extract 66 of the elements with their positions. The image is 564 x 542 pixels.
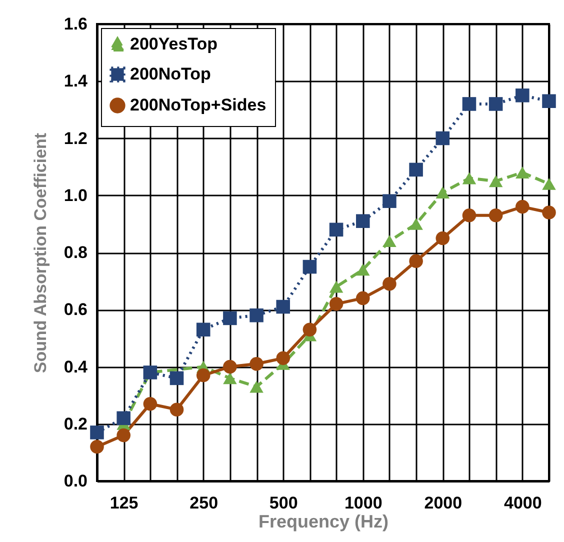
point	[488, 208, 503, 222]
point	[329, 280, 344, 293]
y-axis-title: Sound Absorption Coefficient	[30, 132, 50, 374]
point	[516, 166, 530, 178]
x-axis-title: Frequency (Hz)	[258, 512, 389, 532]
point	[250, 308, 264, 322]
point	[170, 402, 184, 416]
point	[382, 277, 396, 291]
point	[223, 372, 237, 384]
point	[276, 351, 290, 366]
point	[382, 194, 396, 208]
point	[329, 297, 344, 311]
point	[250, 380, 264, 393]
point	[356, 214, 370, 228]
y-tick-label: 1.4	[64, 72, 88, 91]
point	[356, 291, 370, 306]
point	[382, 235, 396, 248]
point	[329, 222, 344, 237]
point	[116, 411, 130, 426]
legend-label: 200YesTop	[130, 34, 218, 54]
point	[223, 311, 237, 326]
point	[542, 94, 556, 108]
point	[116, 428, 130, 442]
point	[409, 218, 423, 230]
point	[170, 371, 184, 386]
y-tick-label: 0.6	[64, 300, 88, 320]
point	[436, 231, 450, 246]
y-tick-label: 1.2	[64, 128, 88, 148]
point	[488, 175, 503, 188]
x-tick-label: 4000	[504, 494, 542, 512]
point	[542, 206, 556, 220]
point	[516, 88, 530, 102]
point	[356, 264, 370, 276]
point	[462, 208, 476, 222]
point	[462, 172, 476, 184]
point	[488, 97, 503, 111]
y-tick-label: 0.2	[64, 414, 88, 434]
x-tick-label: 1000	[344, 494, 382, 512]
y-tick-label: 0.8	[64, 243, 88, 262]
point	[196, 322, 210, 337]
x-tick-label: 250	[190, 494, 218, 512]
point	[302, 260, 317, 274]
point	[302, 322, 317, 336]
point	[143, 397, 158, 411]
point	[276, 300, 290, 314]
y-tick-label: 1.6	[64, 14, 88, 34]
x-tick-label: 500	[269, 494, 298, 512]
y-tick-label: 0.4	[64, 357, 88, 376]
point	[436, 186, 450, 198]
x-tick-label: 125	[110, 494, 138, 512]
point	[409, 254, 423, 268]
point	[516, 200, 530, 214]
point	[90, 426, 104, 440]
point	[436, 131, 450, 146]
point	[250, 357, 264, 371]
y-tick-label: 0.0	[64, 472, 88, 490]
point	[223, 360, 237, 374]
point	[542, 178, 556, 190]
legend-label: 200NoTop+Sides	[130, 96, 266, 114]
point	[196, 368, 210, 382]
point	[90, 440, 104, 454]
legend-label: 200NoTop	[130, 64, 211, 84]
y-tick-label: 1.0	[64, 186, 88, 205]
point	[409, 162, 423, 177]
x-tick-label: 2000	[424, 494, 462, 512]
point	[462, 97, 476, 111]
